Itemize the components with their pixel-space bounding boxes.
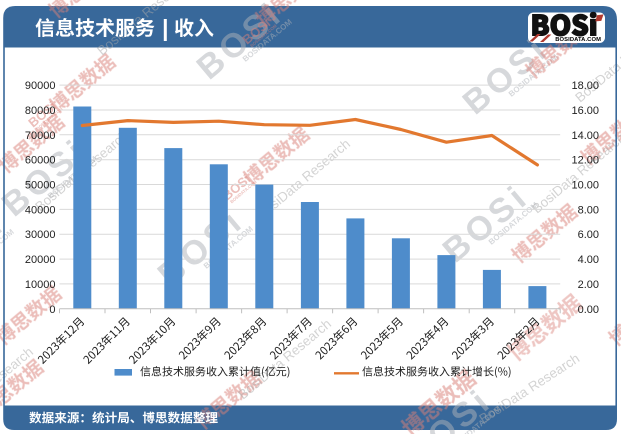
svg-text:18.00: 18.00: [571, 80, 599, 92]
svg-text:30000: 30000: [25, 229, 56, 241]
svg-text:6.00: 6.00: [578, 229, 599, 241]
svg-text:60000: 60000: [25, 155, 56, 167]
svg-text:10000: 10000: [25, 279, 56, 291]
svg-text:12.00: 12.00: [571, 155, 599, 167]
svg-text:90000: 90000: [25, 80, 56, 92]
svg-text:80000: 80000: [25, 105, 56, 117]
svg-text:10.00: 10.00: [571, 180, 599, 192]
svg-text:14.00: 14.00: [571, 130, 599, 142]
svg-text:2.00: 2.00: [578, 279, 599, 291]
svg-text:8.00: 8.00: [578, 204, 599, 216]
svg-text:BOSIDATA.COM: BOSIDATA.COM: [555, 37, 601, 43]
svg-text:50000: 50000: [25, 180, 56, 192]
svg-text:20000: 20000: [25, 254, 56, 266]
svg-text:70000: 70000: [25, 130, 56, 142]
svg-text:40000: 40000: [25, 204, 56, 216]
svg-text:0: 0: [49, 304, 55, 316]
svg-text:4.00: 4.00: [578, 254, 599, 266]
svg-text:16.00: 16.00: [571, 105, 599, 117]
svg-text:0.00: 0.00: [578, 304, 599, 316]
